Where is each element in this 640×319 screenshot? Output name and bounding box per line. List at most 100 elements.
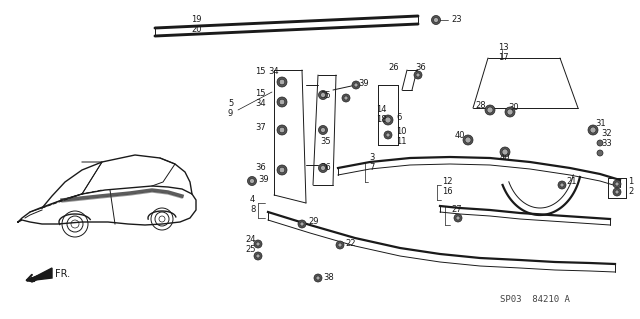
Circle shape: [385, 117, 391, 123]
Circle shape: [487, 107, 493, 113]
Circle shape: [298, 220, 306, 228]
Text: 36: 36: [415, 63, 426, 72]
Text: 27: 27: [451, 205, 461, 214]
Text: 14: 14: [376, 106, 387, 115]
Text: 17: 17: [498, 54, 509, 63]
Circle shape: [342, 94, 350, 102]
Circle shape: [319, 91, 328, 100]
Circle shape: [613, 180, 621, 188]
Circle shape: [254, 252, 262, 260]
Text: 12: 12: [442, 176, 452, 186]
Text: 9: 9: [228, 109, 233, 118]
Text: 36: 36: [320, 164, 331, 173]
Circle shape: [597, 150, 603, 156]
Text: 34: 34: [268, 68, 278, 77]
Circle shape: [279, 79, 285, 85]
Text: 20: 20: [191, 26, 202, 34]
Text: 8: 8: [250, 204, 255, 213]
Circle shape: [352, 81, 360, 89]
Circle shape: [502, 149, 508, 155]
Text: 19: 19: [191, 16, 202, 25]
Circle shape: [454, 214, 462, 222]
Text: 33: 33: [601, 139, 612, 149]
Circle shape: [590, 127, 596, 133]
Text: 10: 10: [396, 127, 406, 136]
Text: 40: 40: [500, 152, 511, 161]
Circle shape: [277, 97, 287, 107]
Text: 32: 32: [601, 130, 612, 138]
Circle shape: [344, 96, 348, 100]
Circle shape: [277, 77, 287, 87]
Text: 40: 40: [455, 130, 465, 139]
Circle shape: [336, 241, 344, 249]
Circle shape: [384, 131, 392, 139]
Circle shape: [456, 216, 460, 220]
Circle shape: [507, 109, 513, 115]
Text: 15: 15: [255, 88, 266, 98]
Circle shape: [319, 125, 328, 135]
Text: 21: 21: [566, 177, 577, 187]
Circle shape: [485, 105, 495, 115]
Circle shape: [321, 166, 326, 170]
Circle shape: [500, 147, 510, 157]
Circle shape: [321, 93, 326, 98]
Circle shape: [431, 16, 440, 25]
Circle shape: [277, 125, 287, 135]
Text: 13: 13: [498, 43, 509, 53]
Text: 34: 34: [255, 99, 266, 108]
Text: 7: 7: [369, 164, 374, 173]
Circle shape: [321, 128, 326, 132]
Circle shape: [560, 183, 564, 187]
Circle shape: [433, 18, 438, 23]
Circle shape: [338, 243, 342, 247]
Text: 3: 3: [369, 153, 374, 162]
Circle shape: [250, 179, 255, 183]
Circle shape: [588, 125, 598, 135]
Circle shape: [279, 167, 285, 173]
Text: 35: 35: [320, 91, 331, 100]
Circle shape: [248, 176, 257, 186]
Text: SP03  84210 A: SP03 84210 A: [500, 295, 570, 305]
Circle shape: [613, 188, 621, 196]
Circle shape: [558, 181, 566, 189]
Text: 1: 1: [628, 177, 633, 187]
Circle shape: [465, 137, 471, 143]
Text: 16: 16: [442, 187, 452, 196]
Circle shape: [319, 164, 328, 173]
Circle shape: [597, 140, 603, 146]
Text: 26: 26: [388, 63, 399, 72]
Circle shape: [300, 222, 304, 226]
Polygon shape: [28, 272, 48, 282]
Circle shape: [615, 190, 619, 194]
Circle shape: [279, 99, 285, 105]
Text: 37: 37: [255, 123, 266, 132]
Circle shape: [277, 165, 287, 175]
Text: 15: 15: [255, 68, 266, 77]
Text: 5: 5: [228, 100, 233, 108]
Text: 22: 22: [345, 239, 355, 248]
Text: 24: 24: [245, 234, 255, 243]
Text: 18: 18: [376, 115, 387, 124]
Circle shape: [316, 276, 320, 280]
Circle shape: [279, 127, 285, 133]
Text: 6: 6: [396, 114, 401, 122]
Text: 28: 28: [475, 100, 486, 109]
Text: 30: 30: [508, 103, 518, 113]
Text: FR.: FR.: [55, 269, 70, 279]
Circle shape: [615, 182, 619, 186]
Circle shape: [463, 135, 473, 145]
Circle shape: [383, 115, 393, 125]
Text: 11: 11: [396, 137, 406, 145]
Text: 38: 38: [323, 272, 333, 281]
Circle shape: [314, 274, 322, 282]
Text: 2: 2: [628, 188, 633, 197]
Circle shape: [505, 107, 515, 117]
Text: 39: 39: [258, 175, 269, 184]
Text: 35: 35: [320, 137, 331, 146]
Polygon shape: [27, 268, 52, 281]
Circle shape: [386, 133, 390, 137]
Circle shape: [354, 83, 358, 87]
Text: 25: 25: [245, 246, 255, 255]
Text: 31: 31: [595, 120, 605, 129]
Circle shape: [254, 240, 262, 248]
